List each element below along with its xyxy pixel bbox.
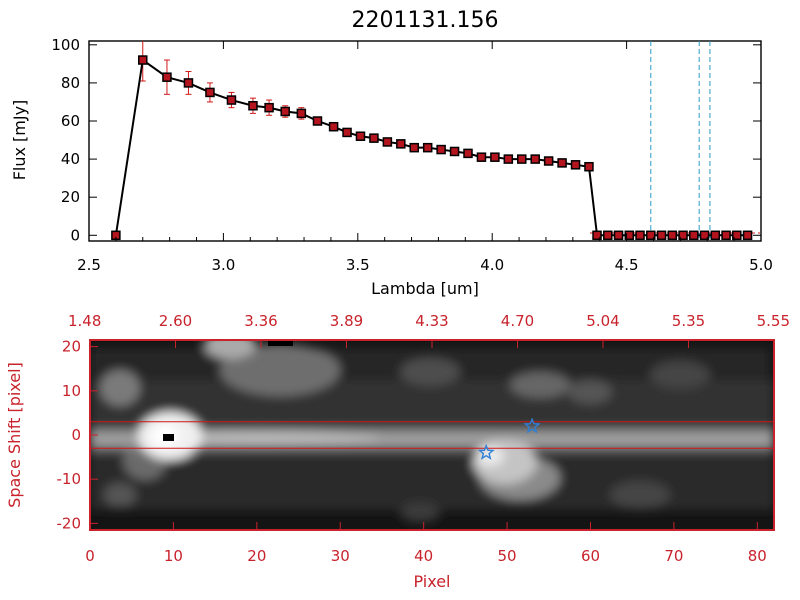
space-shift-axis-label: Space Shift [pixel]: [5, 362, 24, 508]
wavelength-tick-label: 1.48: [68, 312, 101, 330]
data-point: [449, 146, 460, 157]
wavelength-tick-label: 3.36: [244, 312, 277, 330]
spectrum-panel: 2.5 3.0 3.5 4.0 4.5 5.0 0 20 40 60 80 100 Lambda […: [10, 36, 773, 298]
shift-tick-label: 20: [62, 338, 81, 356]
data-point: [312, 116, 323, 126]
pixel-tick-label: 30: [331, 547, 350, 565]
y-tick-label: 80: [61, 74, 80, 92]
wavelength-tick-label: 4.70: [501, 312, 534, 330]
pixel-tick-label: 10: [164, 547, 183, 565]
data-point: [530, 154, 540, 164]
spatial-image-panel: 0 10 20 30 40 50 60 70 80 -20 -10 0 10 20 1.48 2.60 3.…: [5, 312, 790, 591]
data-point: [543, 156, 554, 166]
data-point: [436, 144, 446, 155]
data-point: [382, 137, 393, 147]
data-point: [183, 78, 194, 88]
saturated-pixel: [268, 340, 293, 346]
data-point: [646, 230, 656, 241]
wavelength-tick-label: 2.60: [159, 312, 192, 330]
shift-tick-label: -10: [57, 470, 82, 488]
spectrum-frame: [88, 40, 762, 242]
data-point: [138, 55, 148, 65]
flux-series-line: [114, 58, 748, 237]
chart-title: 2201131.156: [352, 8, 499, 33]
data-point: [557, 158, 567, 168]
data-point: [656, 230, 667, 241]
wavelength-tick-label: 5.04: [586, 312, 619, 330]
data-point: [592, 230, 602, 241]
pixel-tick-label: 60: [581, 547, 600, 565]
data-point: [476, 152, 487, 162]
pixel-tick-label: 20: [247, 547, 266, 565]
data-point: [409, 142, 419, 153]
pixel-axis-label: Pixel: [413, 572, 450, 591]
data-point: [490, 152, 500, 162]
data-point: [280, 106, 290, 117]
wavelength-tick-label: 5.35: [672, 312, 705, 330]
data-point: [328, 121, 339, 132]
data-point: [162, 72, 172, 82]
y-tick-label: 60: [61, 112, 80, 130]
data-point: [248, 101, 258, 111]
y-axis-label: Flux [mJy]: [10, 100, 29, 181]
y-tick-label: 0: [70, 226, 80, 244]
data-point: [689, 230, 699, 241]
wavelength-tick-label: 4.33: [415, 312, 448, 330]
wavelength-tick-label: 3.89: [330, 312, 363, 330]
data-point: [584, 161, 594, 172]
x-tick-label: 4.5: [615, 256, 639, 274]
data-point: [517, 154, 527, 164]
y-tick-label: 100: [51, 36, 80, 54]
data-point: [422, 142, 433, 153]
shift-tick-label: 10: [62, 382, 81, 400]
x-tick-label: 5.0: [749, 256, 773, 274]
data-point: [635, 230, 645, 241]
data-point: [603, 230, 613, 241]
data-point: [503, 154, 514, 164]
pixel-tick-label: 80: [748, 547, 767, 565]
x-tick-label: 4.0: [480, 256, 504, 274]
data-point: [205, 87, 215, 98]
data-point: [710, 230, 721, 241]
data-point: [264, 102, 274, 113]
data-point: [613, 230, 624, 241]
x-tick-label: 3.0: [211, 256, 235, 274]
y-tick-label: 20: [61, 188, 80, 206]
data-point: [721, 230, 731, 241]
shift-tick-label: -20: [57, 514, 82, 532]
data-point: [678, 230, 688, 241]
star-marker-0: [523, 417, 541, 434]
image-heatmap: [90, 340, 774, 530]
data-point: [732, 230, 742, 241]
data-point: [624, 230, 635, 241]
data-point: [396, 139, 406, 149]
data-point: [463, 148, 473, 159]
data-point: [570, 160, 581, 170]
pixel-tick-label: 70: [664, 547, 683, 565]
pixel-tick-label: 40: [414, 547, 433, 565]
x-axis-label: Lambda [um]: [371, 279, 479, 298]
y-tick-label: 40: [61, 150, 80, 168]
star-marker-1: [477, 443, 495, 460]
data-point: [226, 95, 237, 105]
data-point: [699, 230, 710, 241]
x-tick-label: 2.5: [77, 256, 101, 274]
shift-tick-label: 0: [71, 426, 81, 444]
data-point: [296, 108, 307, 119]
wavelength-tick-label: 5.55: [757, 312, 790, 330]
x-tick-label: 3.5: [346, 256, 370, 274]
pixel-tick-label: 0: [85, 547, 95, 565]
data-point: [667, 230, 678, 241]
data-point: [342, 127, 352, 138]
data-point: [369, 133, 379, 143]
dark-pixel: [163, 434, 174, 441]
pixel-tick-label: 50: [498, 547, 517, 565]
data-point: [355, 131, 366, 141]
data-point: [742, 230, 753, 241]
